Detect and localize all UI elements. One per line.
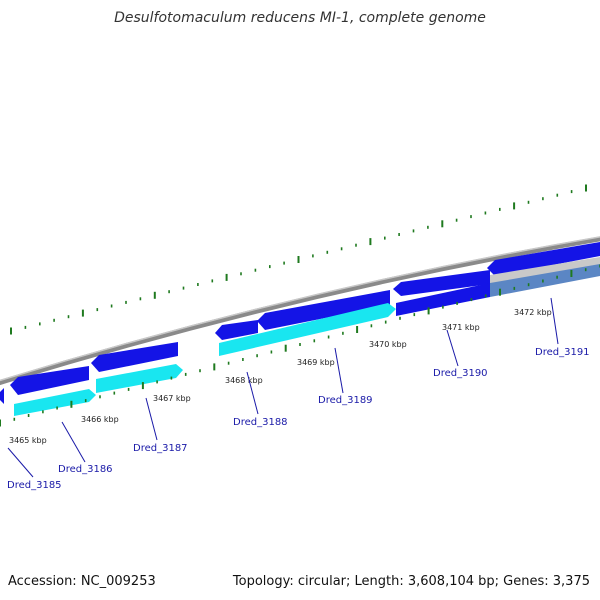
genome-backbone bbox=[0, 236, 600, 386]
gene-arrow[interactable] bbox=[257, 290, 390, 330]
kbp-label: 3471 kbp bbox=[442, 323, 480, 332]
outer-tick-track bbox=[10, 184, 587, 335]
topology-summary: Topology: circular; Length: 3,608,104 bp… bbox=[232, 574, 590, 589]
kbp-label: 3467 kbp bbox=[153, 394, 191, 403]
gene-arrow[interactable] bbox=[219, 303, 396, 356]
gene-arrow[interactable] bbox=[215, 320, 258, 340]
gene-label-dred-3188[interactable]: Dred_3188 bbox=[233, 417, 288, 428]
gene-arrow[interactable] bbox=[490, 262, 600, 297]
kbp-label: 3470 kbp bbox=[369, 340, 407, 349]
kbp-label: 3466 kbp bbox=[81, 415, 119, 424]
gene-arrow[interactable] bbox=[0, 388, 4, 404]
gene-arrow[interactable] bbox=[91, 342, 178, 372]
gene-label-dred-3190[interactable]: Dred_3190 bbox=[433, 368, 488, 379]
gene-labels: Dred_3185 Dred_3186 Dred_3187 Dred_3188 … bbox=[7, 347, 590, 491]
gene-label-dred-3187[interactable]: Dred_3187 bbox=[133, 443, 188, 454]
map-title: Desulfotomaculum reducens MI-1, complete… bbox=[114, 10, 486, 26]
kbp-labels: 3465 kbp 3466 kbp 3467 kbp 3468 kbp 3469… bbox=[9, 308, 552, 445]
gene-arrow[interactable] bbox=[490, 257, 600, 283]
gene-label-dred-3185[interactable]: Dred_3185 bbox=[7, 480, 62, 491]
gene-label-dred-3191[interactable]: Dred_3191 bbox=[535, 347, 590, 358]
gene-label-connectors bbox=[7, 297, 559, 478]
kbp-label: 3469 kbp bbox=[297, 358, 335, 367]
kbp-label: 3472 kbp bbox=[514, 308, 552, 317]
gene-arrow[interactable] bbox=[396, 283, 490, 316]
gene-arrow[interactable] bbox=[393, 270, 490, 296]
accession-text: Accession: NC_009253 bbox=[8, 574, 156, 589]
gene-arrow[interactable] bbox=[10, 366, 89, 395]
kbp-label: 3468 kbp bbox=[225, 376, 263, 385]
reverse-strand-genes bbox=[14, 257, 600, 416]
gene-arrow[interactable] bbox=[487, 242, 600, 276]
gene-label-dred-3186[interactable]: Dred_3186 bbox=[58, 464, 113, 475]
gene-label-dred-3189[interactable]: Dred_3189 bbox=[318, 395, 373, 406]
gene-arrow[interactable] bbox=[96, 364, 183, 393]
genome-backbone-highlight bbox=[0, 236, 600, 382]
kbp-label: 3465 kbp bbox=[9, 436, 47, 445]
gene-arrow[interactable] bbox=[14, 389, 96, 416]
forward-strand-genes bbox=[0, 242, 600, 404]
inner-tick-track bbox=[0, 264, 600, 427]
